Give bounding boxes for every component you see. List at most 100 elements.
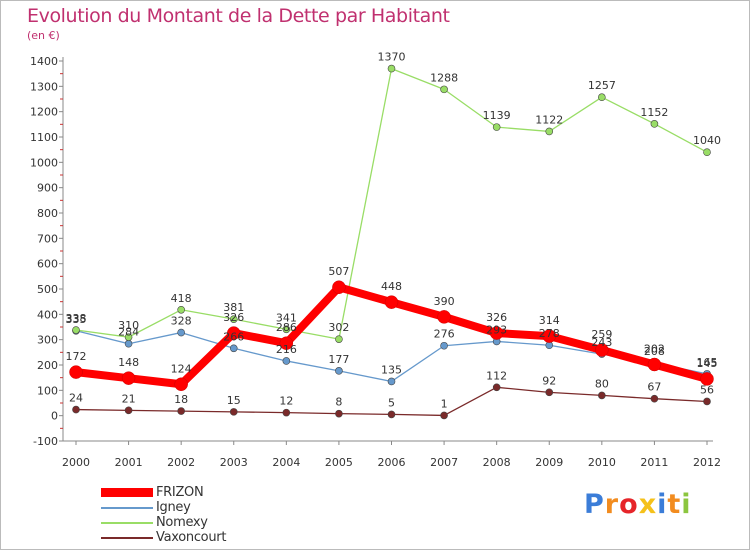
data-label-nomexy: 341 [276, 311, 297, 324]
data-label-igney: 335 [66, 313, 87, 326]
point-vaxoncourt [650, 394, 659, 403]
x-tick-label: 2010 [588, 456, 616, 469]
x-tick-label: 2012 [693, 456, 721, 469]
y-tick-label: 1200 [30, 106, 58, 119]
data-label-frizon: 202 [644, 342, 665, 355]
data-label-frizon: 145 [697, 357, 718, 370]
data-label-vaxoncourt: 8 [335, 396, 342, 409]
y-tick-label: 500 [37, 283, 58, 296]
data-label-vaxoncourt: 80 [595, 377, 609, 390]
point-nomexy [545, 127, 554, 136]
data-label-nomexy: 1040 [693, 134, 721, 147]
data-label-nomexy: 418 [171, 292, 192, 305]
data-label-vaxoncourt: 18 [174, 393, 188, 406]
data-label-vaxoncourt: 24 [69, 392, 83, 405]
point-igney [387, 377, 396, 386]
point-nomexy [598, 93, 606, 102]
legend-swatch-nomexy [101, 522, 153, 524]
x-tick-label: 2003 [220, 456, 248, 469]
data-label-nomexy: 1152 [640, 106, 668, 119]
data-label-nomexy: 1257 [588, 79, 616, 92]
legend-item-frizon: FRIZON [101, 485, 321, 500]
x-tick-label: 2009 [535, 456, 563, 469]
point-igney [229, 344, 238, 353]
point-vaxoncourt [703, 397, 711, 406]
data-label-igney: 328 [171, 315, 192, 328]
proxiti-logo: Proxiti [584, 489, 692, 520]
x-tick-label: 2007 [430, 456, 458, 469]
data-label-frizon: 448 [381, 280, 402, 293]
point-vaxoncourt [335, 409, 343, 418]
x-tick-label: 2004 [272, 456, 300, 469]
data-label-igney: 266 [223, 330, 244, 343]
legend-label-frizon: FRIZON [156, 485, 204, 500]
logo-letter: x [638, 489, 658, 520]
data-label-igney: 208 [644, 345, 665, 358]
data-label-igney: 293 [486, 323, 507, 336]
point-frizon [174, 377, 188, 392]
chart-unit: (en €) [27, 29, 60, 42]
point-vaxoncourt [72, 405, 80, 414]
point-nomexy [492, 123, 501, 131]
data-label-frizon: 172 [66, 350, 87, 363]
data-label-vaxoncourt: 5 [388, 396, 395, 409]
data-labels: 335 284 328 266 216 177 135 276 293 278 243 208 165 3… [66, 51, 722, 411]
point-vaxoncourt [387, 410, 396, 419]
point-frizon [279, 336, 294, 350]
legend-item-vaxoncourt: Vaxoncourt [101, 530, 321, 545]
legend-label-igney: Igney [156, 500, 191, 515]
y-tick-label: 1000 [30, 156, 58, 169]
y-tick-label: -100 [33, 435, 58, 448]
data-label-igney: 278 [539, 327, 560, 340]
data-label-frizon: 390 [434, 295, 455, 308]
point-igney [177, 328, 185, 337]
x-tick-label: 2011 [640, 456, 668, 469]
y-tick-label: 200 [37, 359, 58, 372]
point-frizon [437, 310, 451, 324]
y-tick-label: 300 [37, 334, 58, 347]
y-tick-label: 1400 [30, 55, 58, 68]
point-nomexy [124, 333, 133, 341]
point-vaxoncourt [545, 388, 554, 397]
logo-letter: o [619, 489, 639, 520]
legend-item-igney: Igney [101, 500, 321, 515]
data-label-igney: 177 [328, 353, 349, 366]
point-frizon [332, 280, 346, 294]
point-frizon [542, 329, 556, 343]
y-tick-label: 900 [37, 182, 58, 195]
x-tick-label: 2006 [378, 456, 406, 469]
y-tick-label: 400 [37, 308, 58, 321]
legend-swatch-frizon [101, 488, 153, 497]
y-tick-label: 0 [51, 410, 58, 423]
series-layer [69, 64, 714, 420]
legend-item-nomexy: Nomexy [101, 515, 321, 530]
x-tick-label: 2001 [115, 456, 143, 469]
point-frizon [647, 357, 662, 372]
legend-label-vaxoncourt: Vaxoncourt [156, 530, 227, 545]
point-igney [282, 357, 291, 365]
x-tick-label: 2002 [167, 456, 195, 469]
data-label-vaxoncourt: 15 [227, 394, 241, 407]
point-nomexy [229, 315, 238, 323]
point-vaxoncourt [492, 383, 501, 392]
data-label-igney: 243 [591, 336, 612, 349]
point-igney [335, 367, 343, 375]
data-label-nomexy: 338 [66, 312, 87, 325]
point-nomexy [440, 85, 448, 94]
point-vaxoncourt [598, 391, 606, 400]
point-nomexy [335, 335, 343, 343]
data-label-igney: 276 [434, 328, 455, 341]
point-frizon [69, 365, 83, 379]
chart-title: Evolution du Montant de la Dette par Hab… [27, 5, 450, 27]
data-label-frizon: 259 [591, 328, 612, 341]
point-vaxoncourt [229, 408, 238, 416]
data-label-nomexy: 1370 [378, 51, 406, 64]
data-label-vaxoncourt: 12 [279, 395, 293, 408]
point-nomexy [703, 148, 711, 156]
data-label-igney: 284 [118, 326, 139, 339]
point-frizon [384, 295, 399, 309]
data-label-nomexy: 310 [118, 319, 139, 332]
point-frizon [595, 343, 609, 357]
data-label-frizon: 326 [223, 311, 244, 324]
x-tick-label: 2005 [325, 456, 353, 469]
